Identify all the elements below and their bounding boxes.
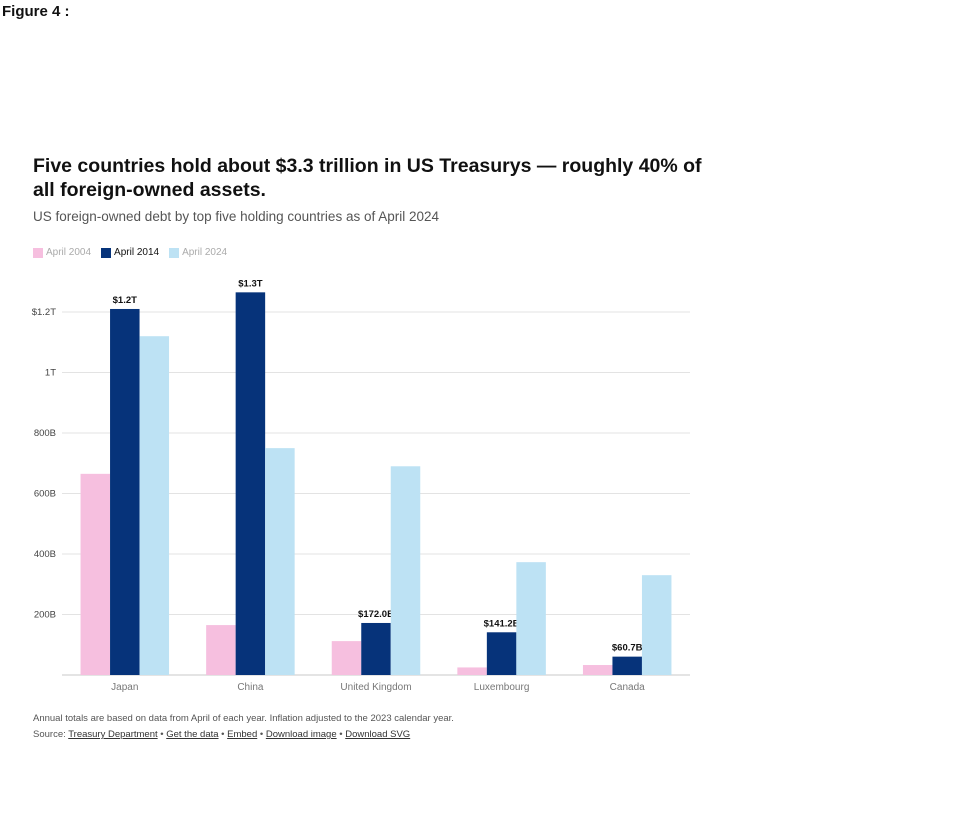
bar-2014 [110, 308, 140, 675]
x-tick-label: United Kingdom [340, 682, 411, 693]
x-tick-label: China [237, 682, 264, 693]
download-svg-link[interactable]: Download SVG [345, 729, 411, 740]
chart-title: Five countries hold about $3.3 trillion … [33, 155, 702, 201]
bar-2014 [361, 622, 391, 675]
chart-footnote: Annual totals are based on data from Apr… [33, 713, 454, 724]
legend-swatch-2004 [33, 247, 43, 258]
bar-2014 [235, 292, 266, 675]
y-tick-label: $1.2T [32, 307, 56, 318]
chart-source: Source: Treasury Department • Get the da… [33, 729, 410, 740]
bar-2024 [265, 448, 295, 675]
source-separator: • [339, 729, 343, 740]
data-label: $60.7B [612, 643, 643, 654]
y-tick-label: 600B [34, 489, 56, 500]
data-label: $141.2B [484, 618, 520, 629]
bar-2014 [612, 656, 642, 675]
bar-2024 [516, 562, 546, 675]
source-separator: • [259, 729, 264, 740]
bar-2004 [206, 625, 236, 675]
bar-2004 [80, 473, 111, 675]
source-separator: • [221, 729, 225, 740]
data-label: $172.0B [358, 609, 394, 620]
legend-label-2004: April 2004 [46, 247, 92, 258]
legend-label-2024: April 2024 [182, 247, 228, 258]
x-tick-label: Luxembourg [474, 682, 530, 693]
bar-2004 [331, 641, 362, 675]
legend-swatch-2014 [101, 247, 112, 258]
legend: April 2004 April 2014 April 2024 [33, 247, 227, 258]
bar-2014 [486, 632, 517, 675]
data-label: $1.2T [113, 295, 137, 306]
bar-2024 [641, 575, 672, 675]
chart-subtitle: US foreign-owned debt by top five holdin… [33, 209, 440, 224]
source-link-treasury[interactable]: Treasury Department [68, 729, 158, 740]
data-label: $1.3T [238, 278, 262, 289]
bar-2004 [582, 665, 613, 675]
source-separator: • [160, 729, 164, 740]
legend-item-2004[interactable]: April 2004 [33, 247, 91, 258]
y-tick-label: 200B [34, 610, 56, 621]
y-tick-label: 800B [34, 428, 56, 439]
legend-item-2024[interactable]: April 2024 [169, 247, 227, 258]
get-data-link[interactable]: Get the data [166, 729, 219, 740]
figure-label: Figure 4 : [2, 3, 70, 20]
legend-item-2014[interactable]: April 2014 [101, 247, 159, 258]
legend-swatch-2024 [169, 247, 180, 258]
bar-2024 [139, 336, 170, 675]
y-tick-label: 400B [34, 549, 56, 560]
bar-2004 [457, 667, 487, 675]
x-tick-label: Canada [610, 682, 645, 693]
legend-label-2014: April 2014 [114, 247, 160, 258]
download-image-link[interactable]: Download image [265, 729, 337, 740]
x-tick-label: Japan [111, 682, 138, 693]
bar-chart: 200B 400B 600B 800B 1T $1.2T $1.2T Japan $1.3T Ch… [32, 278, 690, 693]
bar-2024 [390, 466, 421, 675]
y-tick-label: 1T [45, 368, 56, 379]
source-prefix: Source: [33, 729, 66, 740]
embed-link[interactable]: Embed [227, 729, 258, 740]
